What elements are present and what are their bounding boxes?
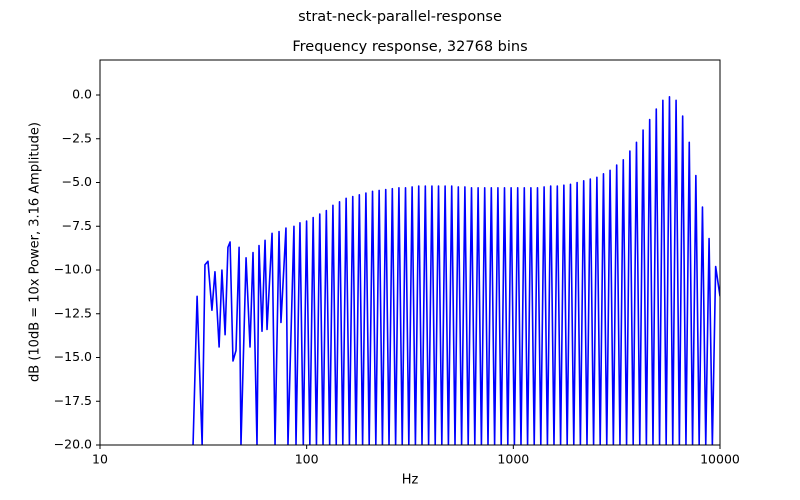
plot-frame — [99, 59, 721, 446]
plot-area — [192, 95, 720, 445]
chart-title: Frequency response, 32768 bins — [292, 39, 527, 55]
y-tick-label: −17.5 — [54, 393, 92, 408]
x-tick-label: 1000 — [497, 452, 529, 467]
y-tick-label: −7.5 — [62, 218, 92, 233]
y-tick-label: −5.0 — [62, 174, 92, 189]
figure-title: strat-neck-parallel-response — [298, 9, 502, 25]
y-axis-label: dB (10dB = 10x Power, 3.16 Amplitude) — [28, 122, 43, 382]
y-tick-label: −2.5 — [62, 130, 92, 145]
y-tick-label: −20.0 — [54, 437, 92, 452]
y-tick-label: 0.0 — [72, 87, 92, 102]
y-tick-label: −12.5 — [54, 305, 92, 320]
x-axis-label: Hz — [402, 473, 419, 488]
x-tick-label: 10000 — [700, 452, 740, 467]
data-line — [192, 95, 720, 445]
y-tick-label: −10.0 — [54, 262, 92, 277]
y-tick-label: −15.0 — [54, 349, 92, 364]
x-tick-label: 10 — [92, 452, 108, 467]
x-tick-label: 100 — [295, 452, 319, 467]
